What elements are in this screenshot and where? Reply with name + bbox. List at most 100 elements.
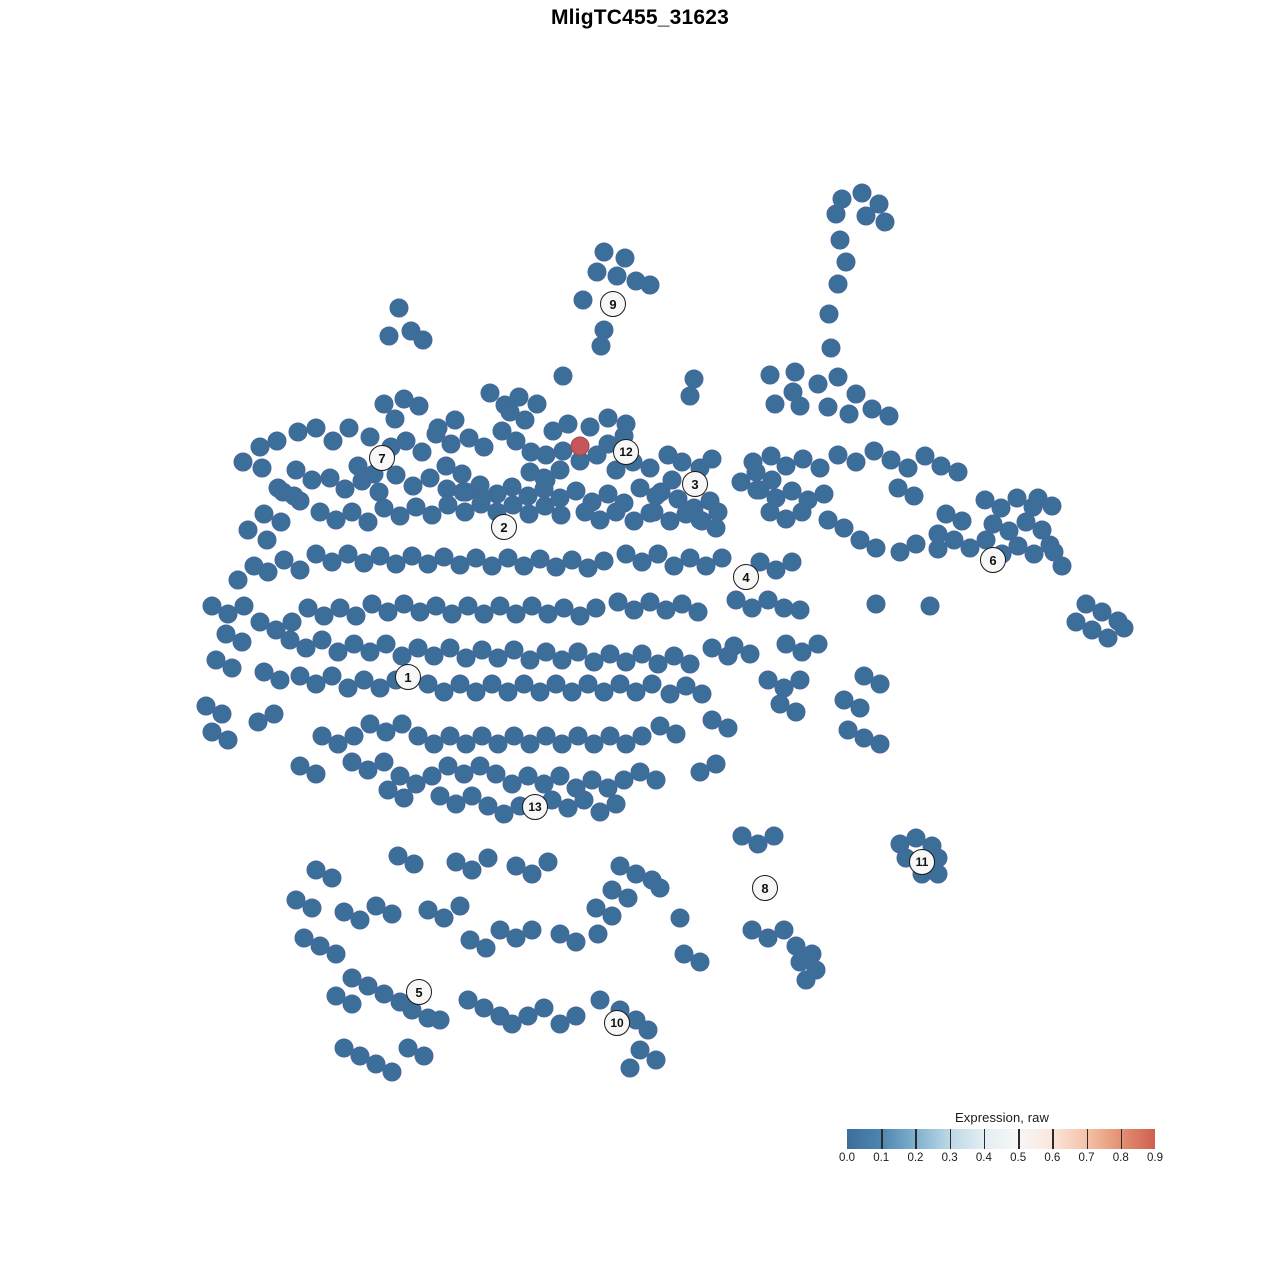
scatter-point — [543, 421, 563, 441]
scatter-point — [607, 266, 627, 286]
scatter-point — [632, 644, 652, 664]
colorbar-tick-label: 0.6 — [1044, 1152, 1061, 1164]
cluster-label-5[interactable]: 5 — [406, 979, 432, 1005]
scatter-point — [273, 482, 293, 502]
scatter-point — [624, 511, 644, 531]
scatter-point — [466, 682, 486, 702]
cluster-label-13[interactable]: 13 — [522, 794, 548, 820]
scatter-point — [746, 462, 766, 482]
scatter-point — [290, 560, 310, 580]
cluster-label-9[interactable]: 9 — [600, 291, 626, 317]
cluster-label-1[interactable]: 1 — [395, 664, 421, 690]
cluster-label-4[interactable]: 4 — [733, 564, 759, 590]
scatter-point — [975, 490, 995, 510]
scatter-point — [552, 734, 572, 754]
scatter-point — [598, 778, 618, 798]
scatter-point — [401, 321, 421, 341]
scatter-point — [718, 718, 738, 738]
cluster-label-text: 2 — [500, 519, 508, 535]
cluster-label-2[interactable]: 2 — [491, 514, 517, 540]
scatter-point — [344, 634, 364, 654]
cluster-label-3[interactable]: 3 — [682, 471, 708, 497]
scatter-point — [338, 544, 358, 564]
scatter-point — [452, 464, 472, 484]
cluster-label-text: 8 — [761, 880, 769, 896]
scatter-point — [490, 920, 510, 940]
scatter-point — [747, 480, 767, 500]
scatter-point — [286, 460, 306, 480]
scatter-point — [335, 479, 355, 499]
scatter-point — [354, 670, 374, 690]
cluster-label-12[interactable]: 12 — [613, 439, 639, 465]
scatter-point — [409, 396, 429, 416]
scatter-point — [222, 658, 242, 678]
scatter-point — [672, 452, 692, 472]
scatter-point — [474, 437, 494, 457]
scatter-point — [450, 555, 470, 575]
cluster-label-6[interactable]: 6 — [980, 547, 1006, 573]
scatter-point — [1008, 536, 1028, 556]
scatter-point — [196, 696, 216, 716]
scatter-point — [620, 1058, 640, 1078]
scatter-point — [640, 592, 660, 612]
scatter-point — [632, 726, 652, 746]
scatter-point — [286, 890, 306, 910]
scatter-point — [538, 604, 558, 624]
cluster-label-7[interactable]: 7 — [369, 445, 395, 471]
scatter-point — [1052, 556, 1072, 576]
scatter-point — [944, 530, 964, 550]
scatter-point — [492, 421, 512, 441]
scatter-point — [931, 456, 951, 476]
scatter-point — [614, 493, 634, 513]
scatter-point — [582, 492, 602, 512]
scatter-point — [750, 480, 770, 500]
scatter-point — [952, 511, 972, 531]
cluster-label-8[interactable]: 8 — [752, 875, 778, 901]
scatter-point — [396, 431, 416, 451]
scatter-point — [536, 726, 556, 746]
scatter-point — [438, 756, 458, 776]
scatter-point — [638, 1020, 658, 1040]
scatter-point — [445, 410, 465, 430]
scatter-point — [202, 596, 222, 616]
scatter-point — [846, 452, 866, 472]
scatter-point — [326, 510, 346, 530]
scatter-point — [587, 262, 607, 282]
cluster-label-text: 3 — [691, 476, 699, 492]
scatter-point — [742, 598, 762, 618]
scatter-point — [626, 682, 646, 702]
scatter-point — [999, 521, 1019, 541]
scatter-point — [558, 414, 578, 434]
scatter-point — [534, 479, 554, 499]
scatter-point — [776, 634, 796, 654]
scatter-point — [600, 726, 620, 746]
scatter-point — [458, 596, 478, 616]
scatter-point — [796, 970, 816, 990]
scatter-point — [1028, 488, 1048, 508]
scatter-point — [702, 710, 722, 730]
scatter-point — [928, 539, 948, 559]
scatter-point — [793, 449, 813, 469]
scatter-point — [206, 650, 226, 670]
scatter-point — [482, 556, 502, 576]
scatter-point — [422, 505, 442, 525]
scatter-point — [1023, 497, 1043, 517]
scatter-point — [458, 990, 478, 1010]
scatter-point — [330, 598, 350, 618]
scatter-point — [664, 646, 684, 666]
scatter-point — [471, 494, 491, 514]
scatter-point — [594, 320, 614, 340]
scatter-point — [418, 1008, 438, 1028]
page-title: MligTC455_31623 — [550, 6, 730, 29]
scatter-point — [881, 450, 901, 470]
scatter-point — [586, 598, 606, 618]
scatter-point — [810, 458, 830, 478]
scatter-point — [854, 728, 874, 748]
scatter-point — [676, 504, 696, 524]
cluster-label-11[interactable]: 11 — [909, 849, 935, 875]
scatter-point — [346, 606, 366, 626]
scatter-point — [362, 594, 382, 614]
scatter-point — [250, 612, 270, 632]
cluster-label-10[interactable]: 10 — [604, 1010, 630, 1036]
